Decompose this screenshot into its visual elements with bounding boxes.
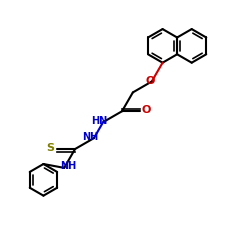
Text: O: O <box>142 105 151 115</box>
Text: NH: NH <box>82 132 98 142</box>
Text: O: O <box>145 76 154 86</box>
Text: HN: HN <box>91 116 107 126</box>
Text: NH: NH <box>60 161 76 171</box>
Text: S: S <box>47 143 55 153</box>
